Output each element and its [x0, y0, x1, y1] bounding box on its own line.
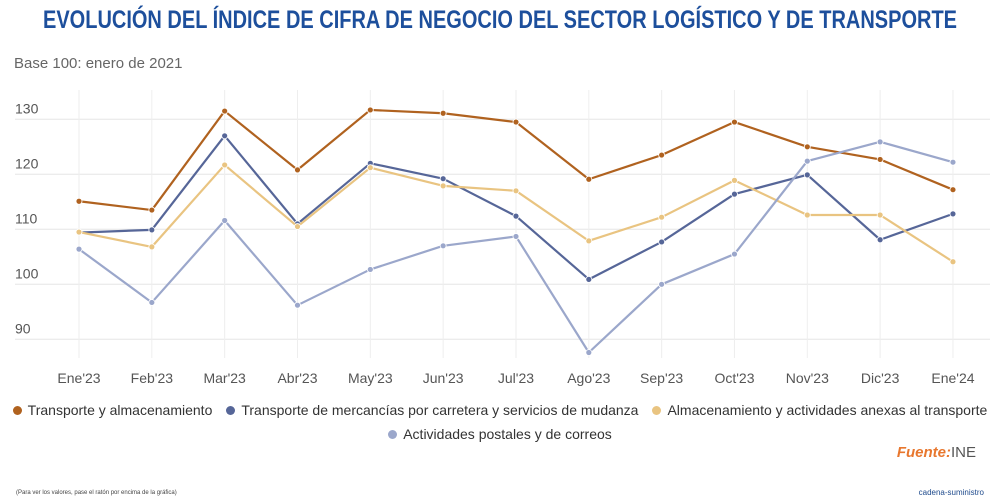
data-point[interactable] — [949, 158, 957, 166]
data-point[interactable] — [803, 143, 811, 151]
data-point[interactable] — [221, 217, 229, 224]
x-tick-label: Mar'23 — [203, 370, 246, 386]
data-point[interactable] — [585, 237, 593, 245]
y-tick-label: 90 — [15, 320, 31, 336]
data-point[interactable] — [949, 186, 957, 194]
legend-dot-icon — [226, 405, 236, 415]
legend-dot-icon — [388, 429, 398, 439]
legend-dot-icon — [12, 405, 22, 415]
x-tick-label: Dic'23 — [861, 370, 900, 386]
x-tick-label: Nov'23 — [786, 370, 829, 386]
x-tick-label: Oct'23 — [714, 370, 754, 386]
line-chart[interactable]: 90 100 110 120 130 Ene'23 Feb'23 Mar'23 Abr'23 Ma… — [0, 90, 1000, 395]
legend-item[interactable]: Transporte y almacenamiento — [12, 398, 213, 422]
data-point[interactable] — [731, 250, 738, 258]
data-point[interactable] — [294, 301, 301, 309]
data-point[interactable] — [803, 171, 811, 179]
data-point[interactable] — [512, 187, 520, 195]
data-point[interactable] — [294, 166, 301, 174]
legend-label: Transporte de mercancías por carretera y… — [241, 402, 639, 418]
legend-dot-icon — [652, 405, 662, 415]
data-point[interactable] — [949, 210, 957, 218]
data-point[interactable] — [658, 238, 666, 246]
data-point[interactable] — [512, 233, 520, 240]
source-value: INE — [950, 444, 976, 461]
data-point[interactable] — [876, 211, 884, 219]
y-tick-label: 110 — [15, 210, 38, 226]
data-point[interactable] — [585, 349, 593, 356]
data-point[interactable] — [658, 213, 666, 221]
legend-item[interactable]: Almacenamiento y actividades anexas al t… — [652, 398, 987, 422]
data-point[interactable] — [294, 223, 301, 230]
source: Fuente:INE — [897, 444, 976, 461]
x-tick-label: Sep'23 — [640, 370, 683, 386]
data-point[interactable] — [75, 197, 83, 205]
legend: Transporte y almacenamiento Transporte de… — [0, 398, 1000, 446]
data-point[interactable] — [731, 176, 738, 184]
data-point[interactable] — [803, 157, 811, 165]
x-tick-label: May'23 — [348, 370, 393, 386]
data-point[interactable] — [876, 236, 884, 244]
data-point[interactable] — [366, 266, 374, 273]
data-point[interactable] — [876, 156, 884, 163]
data-point[interactable] — [949, 258, 957, 266]
data-point[interactable] — [148, 299, 156, 306]
legend-label: Actividades postales y de correos — [403, 426, 612, 442]
data-point[interactable] — [512, 212, 520, 220]
data-point[interactable] — [585, 175, 593, 183]
data-point[interactable] — [148, 243, 156, 251]
source-label: Fuente: — [896, 444, 951, 461]
data-point[interactable] — [148, 226, 156, 234]
data-point[interactable] — [221, 161, 229, 169]
x-tick-label: Abr'23 — [277, 370, 317, 386]
y-tick-label: 120 — [15, 155, 39, 171]
x-tick-label: Ene'23 — [57, 370, 100, 386]
hover-note: (Para ver los valores, pase el ratón por… — [16, 490, 177, 496]
legend-label: Almacenamiento y actividades anexas al t… — [667, 402, 988, 418]
data-point[interactable] — [585, 275, 593, 283]
chart-title: EVOLUCIÓN DEL ÍNDICE DE CIFRA DE NEGOCIO… — [43, 4, 957, 34]
x-tick-label: Jun'23 — [423, 370, 464, 386]
data-point[interactable] — [366, 164, 374, 172]
data-point[interactable] — [366, 106, 374, 114]
data-point[interactable] — [439, 182, 447, 190]
data-point[interactable] — [658, 151, 666, 159]
data-point[interactable] — [731, 118, 738, 126]
x-tick-label: Feb'23 — [131, 370, 174, 386]
data-point[interactable] — [221, 132, 229, 140]
chart-title-text: EVOLUCIÓN DEL ÍNDICE DE CIFRA DE NEGOCIO… — [43, 4, 957, 34]
y-tick-label: 130 — [15, 100, 39, 116]
data-point[interactable] — [658, 280, 666, 288]
data-point[interactable] — [803, 211, 811, 219]
chart-subtitle: Base 100: enero de 2021 — [14, 55, 183, 72]
data-point[interactable] — [221, 107, 229, 115]
x-tick-label: Ene'24 — [931, 370, 974, 386]
data-point[interactable] — [439, 242, 447, 250]
legend-item[interactable]: Actividades postales y de correos — [388, 422, 612, 446]
y-tick-label: 100 — [15, 265, 39, 281]
data-point[interactable] — [731, 190, 738, 198]
x-tick-label: Jul'23 — [498, 370, 534, 386]
data-point[interactable] — [876, 138, 884, 146]
data-point[interactable] — [75, 245, 83, 253]
legend-item[interactable]: Transporte de mercancías por carretera y… — [226, 398, 638, 422]
legend-label: Transporte y almacenamiento — [27, 402, 213, 418]
data-point[interactable] — [75, 228, 83, 236]
data-point[interactable] — [439, 109, 447, 117]
x-tick-label: Ago'23 — [567, 370, 610, 386]
brand-logo: cadena-suministro — [918, 488, 984, 497]
data-point[interactable] — [512, 118, 520, 126]
data-point[interactable] — [439, 175, 447, 183]
data-point[interactable] — [148, 206, 156, 214]
